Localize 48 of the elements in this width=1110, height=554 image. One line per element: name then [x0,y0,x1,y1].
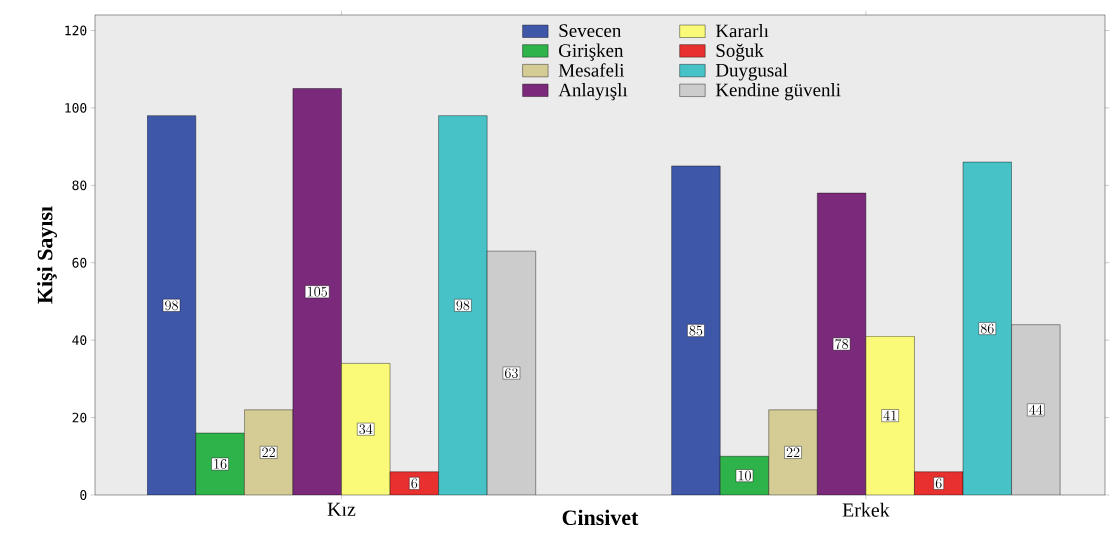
legend-label: Mesafeli [558,63,625,77]
y-tick-label: 60 [72,257,87,268]
legend-label: Sevecen [559,24,622,37]
data-label: 34 [359,424,373,435]
legend-label: Girişken [559,43,624,61]
data-label: 22 [786,447,800,458]
legend-label: Soğuk [716,43,764,61]
legend-label: Anlayışlı [558,83,628,101]
bar [292,88,342,495]
bar [671,165,721,495]
data-label: 16 [214,459,227,469]
y-tick-label: 40 [72,335,87,346]
bar [1011,324,1061,495]
bar [486,250,536,495]
bar [865,336,915,495]
x-tick-label: Kız [327,502,356,516]
bar [147,115,196,495]
data-label: 86 [980,323,994,334]
data-label: 6 [935,478,942,489]
data-label: 105 [307,286,327,297]
bar [962,161,1012,495]
bar [768,409,818,495]
data-label: 22 [262,447,275,458]
x-tick-label: Erkek [842,502,890,517]
legend-label: Duygusal [715,63,788,81]
data-label: 98 [165,300,178,311]
y-tick-label: 120 [65,25,87,36]
data-label: 6 [411,478,418,489]
y-tick-label: 0 [80,490,87,500]
y-tick-label: 80 [72,180,87,191]
data-label: 78 [835,338,849,349]
data-label: 85 [689,325,703,336]
bar [195,432,245,495]
bar [438,115,488,495]
data-label: 10 [738,470,751,481]
legend-label: Kendine güvenli [715,83,841,101]
y-tick-label: 20 [72,412,87,423]
bar [341,363,391,495]
bar [244,409,294,495]
y-tick-label: 100 [65,103,87,113]
data-label: 41 [883,410,897,421]
data-label: 44 [1029,404,1043,415]
bar [817,192,867,495]
x-axis-title: Cinsivet [562,509,639,526]
y-axis-title: Kişi Sayısı [37,206,57,304]
legend-label: Kararlı [715,23,769,38]
data-label: 98 [456,300,470,311]
data-label: 63 [505,368,518,378]
